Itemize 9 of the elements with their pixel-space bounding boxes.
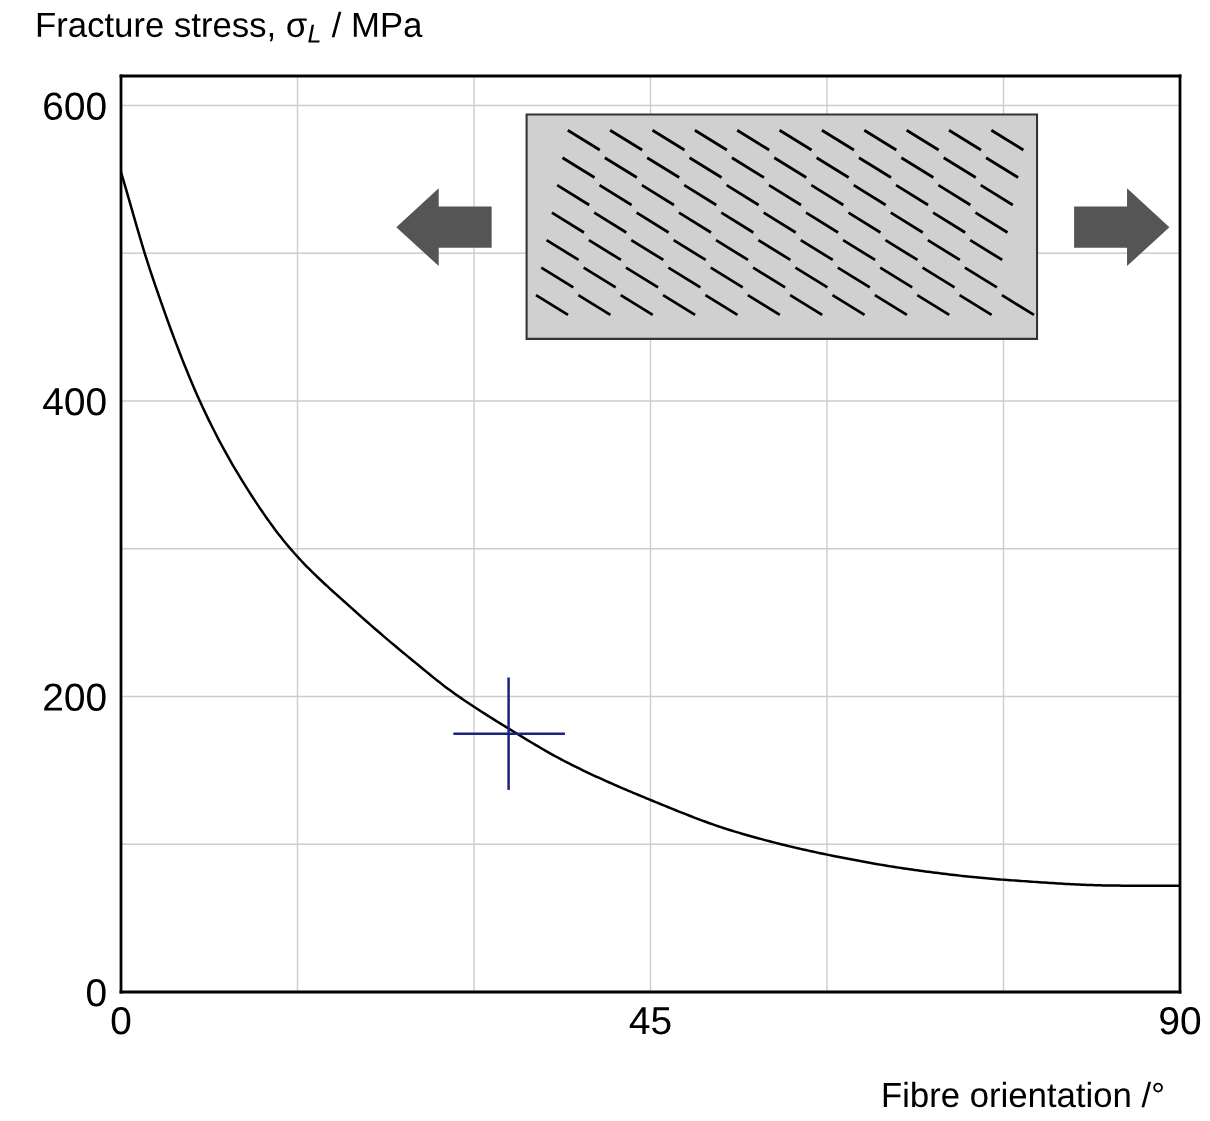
x-tick-label: 90 bbox=[1160, 1006, 1201, 1035]
y-tick-label: 600 bbox=[44, 92, 106, 121]
x-tick-label: 45 bbox=[629, 1007, 671, 1035]
y-tick-label: 200 bbox=[44, 683, 106, 711]
y-axis-title: Fracture stress, σ$_{L}$ / MPa bbox=[37, 11, 423, 43]
x-axis-title: Fibre orientation /° bbox=[883, 1081, 1163, 1108]
y-tick-label: 0 bbox=[87, 978, 106, 1007]
y-tick-label: 400 bbox=[43, 387, 106, 416]
x-tick-label: 0 bbox=[111, 1006, 131, 1035]
